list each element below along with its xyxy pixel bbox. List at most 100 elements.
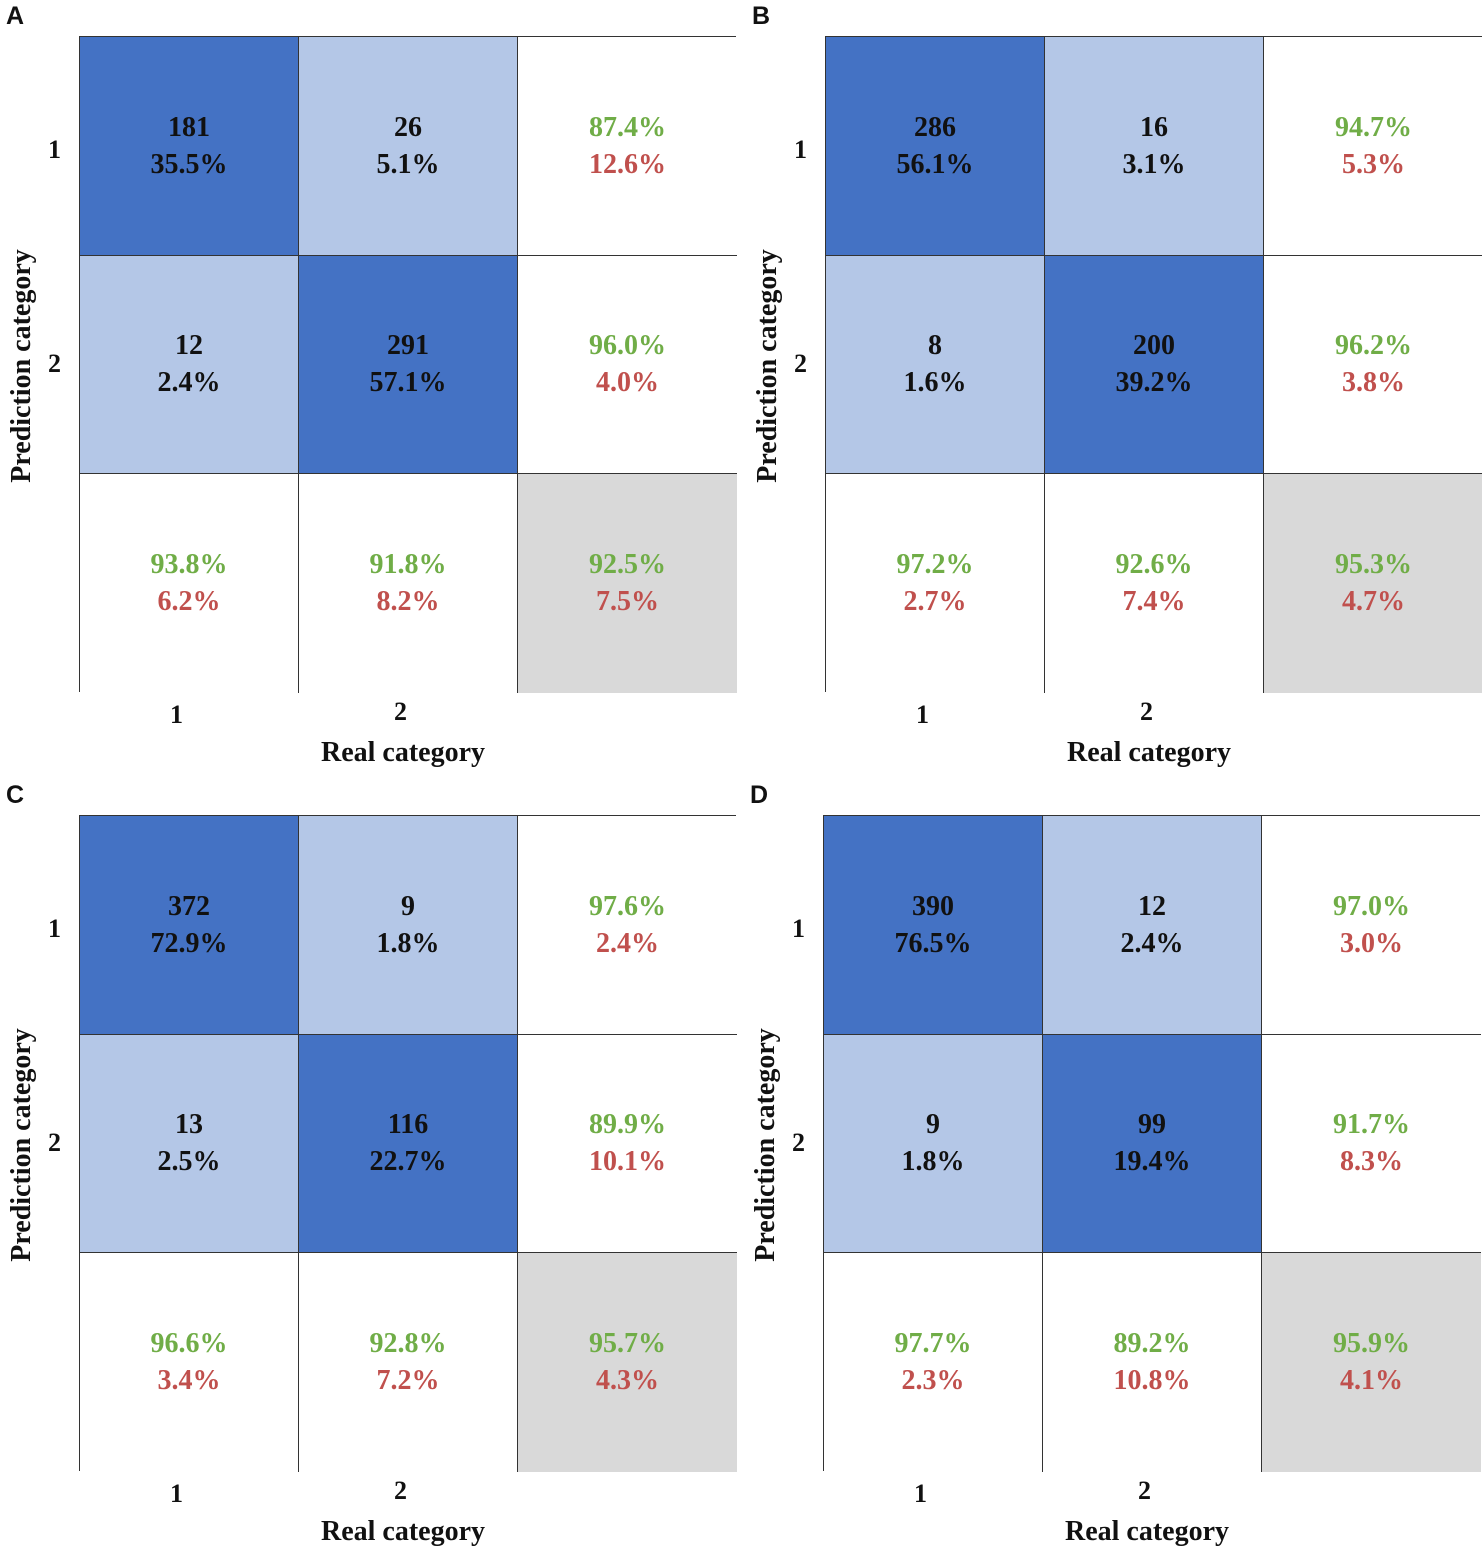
cell-percent: 56.1% <box>896 148 974 180</box>
y-tick-label: 2 <box>794 349 807 378</box>
correct-cell: 99 19.4% <box>1043 1034 1262 1253</box>
summary-cell: 92.6% 7.4% <box>1045 474 1264 693</box>
error-rate: 2.3% <box>901 1365 965 1397</box>
error-rate: 8.2% <box>376 586 440 618</box>
y-axis-label: Prediction category <box>6 249 37 483</box>
correct-rate: 92.6% <box>1115 549 1193 581</box>
cell-percent: 1.8% <box>376 927 440 959</box>
confusion-matrix: 390 76.5% 12 2.4% 97.0% 3.0% 9 1.8% 99 19.4% 91.7%… <box>823 815 1481 1472</box>
summary-cell: 97.2% 2.7% <box>826 474 1045 693</box>
y-tick-label: 1 <box>48 135 61 164</box>
cell-count: 286 <box>914 111 956 143</box>
cell-percent: 22.7% <box>369 1146 447 1178</box>
correct-rate: 89.2% <box>1113 1328 1191 1360</box>
correct-rate: 91.7% <box>1333 1109 1410 1141</box>
cell-count: 99 <box>1138 1109 1166 1141</box>
correct-cell: 372 72.9% <box>80 816 299 1035</box>
x-tick-label: 1 <box>170 1479 183 1508</box>
error-rate: 4.3% <box>596 1365 659 1397</box>
correct-rate: 97.7% <box>894 1328 972 1360</box>
panel-a: A 181 35.5% 26 5.1% 87.4% 12.6% 12 2.4% 291 57.1% 9… <box>0 0 740 779</box>
x-axis-label: Real category <box>320 737 486 768</box>
error-rate: 7.5% <box>596 586 659 618</box>
y-tick-label: 2 <box>48 1128 61 1157</box>
error-rate: 3.8% <box>1342 367 1405 399</box>
error-rate: 4.7% <box>1342 586 1405 618</box>
x-tick-label: 1 <box>916 700 929 729</box>
overall-accuracy-cell: 95.9% 4.1% <box>1262 1253 1481 1472</box>
correct-rate: 91.8% <box>369 549 447 581</box>
correct-cell: 286 56.1% <box>826 37 1045 256</box>
error-rate: 7.2% <box>376 1365 440 1397</box>
cell-percent: 5.1% <box>376 148 440 180</box>
error-rate: 3.0% <box>1340 927 1403 959</box>
error-rate: 4.0% <box>596 367 659 399</box>
summary-cell: 93.8% 6.2% <box>80 474 299 693</box>
cell-percent: 35.5% <box>150 148 228 180</box>
x-tick-label: 2 <box>1140 697 1153 726</box>
error-cell: 13 2.5% <box>80 1034 299 1253</box>
error-rate: 2.4% <box>596 927 659 959</box>
error-rate: 5.3% <box>1342 148 1405 180</box>
confusion-matrix: 286 56.1% 16 3.1% 94.7% 5.3% 8 1.6% 200 39.2% 96.2… <box>825 36 1482 693</box>
correct-rate: 96.2% <box>1335 330 1412 362</box>
cell-percent: 1.8% <box>901 1146 965 1178</box>
error-rate: 10.1% <box>589 1146 666 1178</box>
correct-rate: 95.7% <box>589 1328 666 1360</box>
x-tick-label: 1 <box>914 1479 927 1508</box>
panel-c: C 372 72.9% 9 1.8% 97.6% 2.4% 13 2.5% 116 22.7% 89.… <box>0 779 740 1558</box>
confusion-matrix: 181 35.5% 26 5.1% 87.4% 12.6% 12 2.4% 291 57.1% 96… <box>79 36 737 693</box>
y-tick-label: 2 <box>48 349 61 378</box>
error-rate: 7.4% <box>1122 586 1186 618</box>
error-rate: 2.7% <box>903 586 967 618</box>
correct-rate: 94.7% <box>1335 111 1412 143</box>
cell-count: 12 <box>1138 890 1166 922</box>
error-cell: 8 1.6% <box>826 255 1045 474</box>
summary-cell: 91.8% 8.2% <box>299 474 518 693</box>
cell-count: 26 <box>394 111 422 143</box>
cell-percent: 39.2% <box>1115 367 1193 399</box>
cell-percent: 2.5% <box>157 1146 221 1178</box>
correct-cell: 291 57.1% <box>299 255 518 474</box>
cell-percent: 76.5% <box>894 927 972 959</box>
summary-cell: 97.7% 2.3% <box>824 1253 1043 1472</box>
cell-count: 8 <box>928 330 942 362</box>
x-axis-label: Real category <box>1064 1516 1230 1547</box>
error-rate: 8.3% <box>1340 1146 1403 1178</box>
summary-cell: 96.0% 4.0% <box>518 255 737 474</box>
cell-count: 9 <box>926 1109 940 1141</box>
cell-count: 390 <box>912 890 954 922</box>
x-axis-label: Real category <box>320 1516 486 1547</box>
summary-cell: 97.6% 2.4% <box>518 816 737 1035</box>
x-axis-label: Real category <box>1066 737 1232 768</box>
overall-accuracy-cell: 95.7% 4.3% <box>518 1253 737 1472</box>
cell-count: 372 <box>168 890 210 922</box>
correct-rate: 95.9% <box>1333 1328 1410 1360</box>
y-tick-label: 1 <box>48 914 61 943</box>
y-tick-label: 2 <box>792 1128 805 1157</box>
error-cell: 12 2.4% <box>80 255 299 474</box>
summary-cell: 97.0% 3.0% <box>1262 816 1481 1035</box>
cell-count: 9 <box>401 890 415 922</box>
cell-percent: 1.6% <box>903 367 967 399</box>
y-axis-label: Prediction category <box>6 1028 37 1262</box>
correct-cell: 181 35.5% <box>80 37 299 256</box>
summary-cell: 92.8% 7.2% <box>299 1253 518 1472</box>
correct-cell: 116 22.7% <box>299 1034 518 1253</box>
overall-accuracy-cell: 95.3% 4.7% <box>1264 474 1482 693</box>
summary-cell: 89.2% 10.8% <box>1043 1253 1262 1472</box>
error-rate: 10.8% <box>1113 1365 1191 1397</box>
error-rate: 12.6% <box>589 148 666 180</box>
correct-rate: 87.4% <box>589 111 666 143</box>
x-tick-label: 2 <box>1138 1476 1151 1505</box>
cell-count: 200 <box>1133 330 1175 362</box>
error-cell: 9 1.8% <box>299 816 518 1035</box>
error-cell: 26 5.1% <box>299 37 518 256</box>
cell-percent: 2.4% <box>1120 927 1184 959</box>
correct-rate: 93.8% <box>150 549 228 581</box>
correct-rate: 97.0% <box>1333 890 1410 922</box>
summary-cell: 89.9% 10.1% <box>518 1034 737 1253</box>
correct-rate: 97.6% <box>589 890 666 922</box>
summary-cell: 94.7% 5.3% <box>1264 37 1482 256</box>
panel-letter: A <box>6 2 25 30</box>
